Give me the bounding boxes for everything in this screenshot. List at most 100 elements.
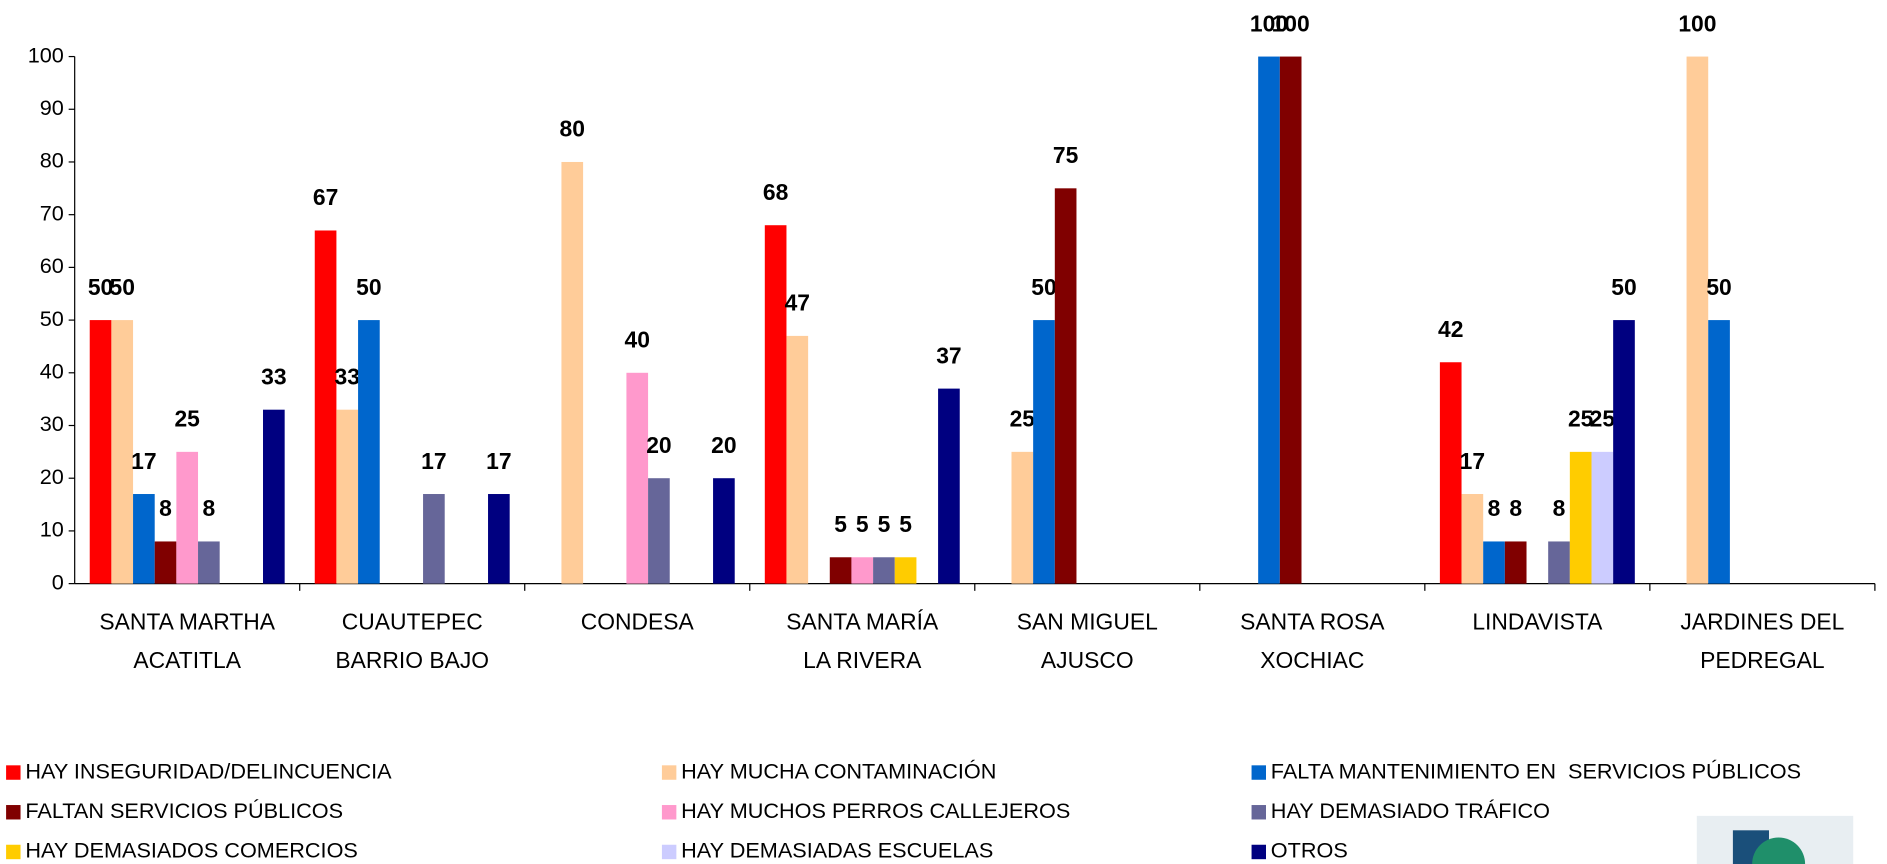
legend-swatch [6,805,21,820]
data-label: 8 [1553,495,1566,521]
bar [358,320,380,584]
bar [1708,320,1730,584]
data-label: 100 [1272,10,1310,36]
x-tick-label: AJUSCO [1041,647,1134,673]
y-tick-label: 10 [40,517,64,542]
data-label: 50 [1706,274,1731,300]
y-tick-label: 70 [40,200,64,225]
bar [488,494,510,584]
x-tick-label: CONDESA [581,608,695,634]
bar [1591,451,1614,584]
data-label: 50 [1031,274,1056,300]
bar [1279,56,1302,584]
data-label: 50 [1611,274,1636,300]
x-tick-label: SANTA MARTHA [99,608,275,634]
bar [1483,541,1505,584]
logo [1696,815,1854,864]
bar [786,335,809,584]
bar [1033,320,1055,584]
data-label: 68 [763,179,789,205]
legend-label: HAY MUCHOS PERROS CALLEJEROS [681,798,1070,823]
bar [1258,56,1280,584]
x-tick-label: ACATITLA [133,647,241,673]
data-label: 33 [261,363,286,389]
bar [1686,56,1709,584]
data-label: 25 [174,406,200,432]
data-label: 25 [1568,406,1594,432]
y-tick-label: 60 [40,253,64,278]
legend-label: FALTAN SERVICIOS PÚBLICOS [25,798,343,823]
data-label: 67 [313,184,338,210]
legend-label: HAY DEMASIADO TRÁFICO [1271,798,1550,823]
bar [176,451,199,584]
bar [133,494,155,584]
legend-swatch [1251,805,1266,820]
bar [154,541,177,584]
data-label: 8 [202,495,215,521]
x-tick-label: XOCHIAC [1260,647,1364,673]
x-tick-label: SANTA MARÍA [786,608,939,634]
data-label: 17 [131,448,156,474]
y-tick-label: 0 [52,569,64,594]
bar [938,388,960,584]
bar [894,557,917,584]
bar [1548,541,1570,584]
bar [829,557,852,584]
bar [1054,188,1077,584]
bar [648,478,670,584]
bar [1439,362,1462,584]
data-label: 40 [625,327,650,353]
data-label: 5 [899,511,912,537]
bar [713,478,735,584]
y-tick-label: 30 [40,411,64,436]
bar [561,161,584,584]
bar [1011,451,1034,584]
data-label: 5 [856,511,869,537]
data-label: 75 [1053,142,1079,168]
legend-label: HAY DEMASIADOS COMERCIOS [25,838,358,863]
bar [626,372,649,584]
legend-swatch [6,844,21,860]
bar [336,409,359,584]
bar [89,320,112,584]
bar [1461,494,1484,584]
legend-swatch [661,844,677,860]
legend-swatch [661,765,677,780]
bar [851,557,874,584]
bar [1613,320,1635,584]
data-label: 33 [335,363,360,389]
data-label: 17 [1460,448,1485,474]
legend-label: HAY MUCHA CONTAMINACIÓN [681,758,996,783]
y-tick-label: 50 [40,306,64,331]
bar [314,230,337,584]
y-tick-label: 40 [40,359,64,384]
data-label: 80 [560,116,585,142]
x-tick-label: SANTA ROSA [1240,608,1385,634]
bar [423,494,445,584]
data-label: 5 [834,511,847,537]
data-label: 42 [1438,316,1463,342]
data-label: 25 [1590,406,1616,432]
data-label: 17 [421,448,446,474]
data-label: 25 [1010,406,1036,432]
bar [1569,451,1592,584]
data-label: 20 [711,432,736,458]
data-label: 50 [109,274,134,300]
data-label: 100 [1250,10,1288,36]
legend-swatch [1251,844,1266,860]
y-tick-label: 20 [40,464,64,489]
data-label: 17 [486,448,511,474]
data-label: 50 [88,274,113,300]
y-tick-label: 80 [40,148,64,173]
data-label: 8 [1509,495,1522,521]
data-label: 8 [1488,495,1501,521]
legend-label: HAY DEMASIADAS ESCUELAS [681,838,993,863]
data-label: 20 [646,432,671,458]
bar [111,320,134,584]
bar [764,225,787,584]
data-label: 47 [785,290,810,316]
data-label: 50 [356,274,381,300]
x-tick-label: LA RIVERA [803,647,922,673]
data-label: 8 [159,495,172,521]
